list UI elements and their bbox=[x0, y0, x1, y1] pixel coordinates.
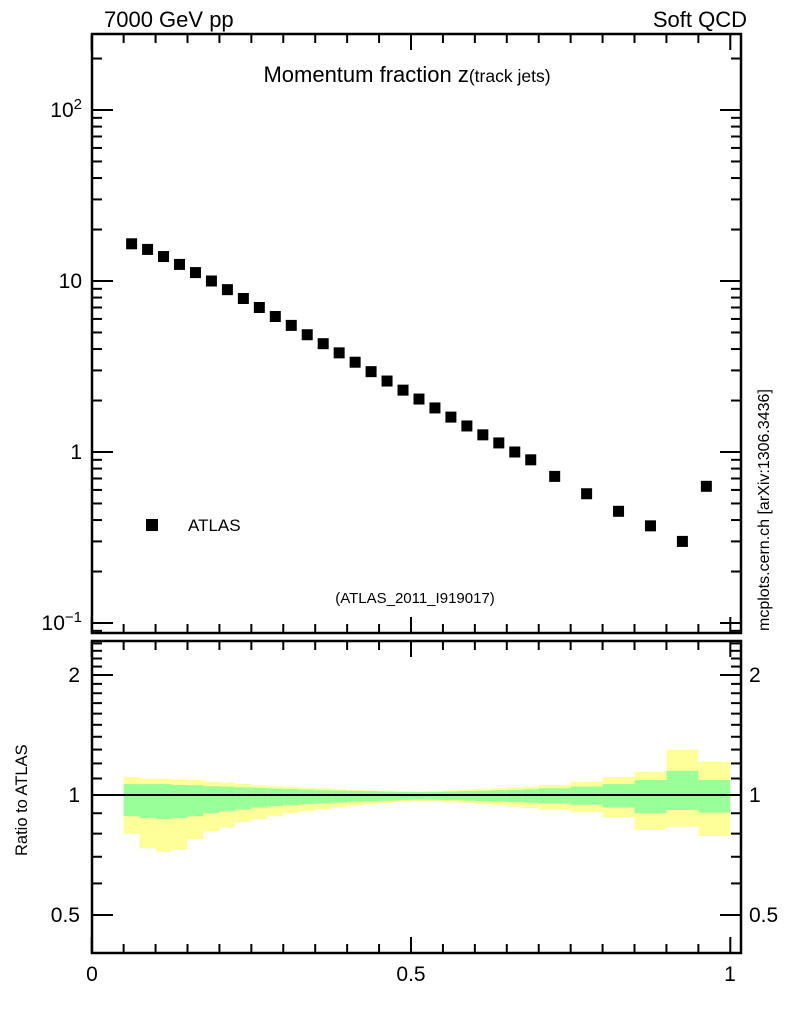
data-points-series bbox=[126, 238, 712, 547]
ratio-tick-left-05: 0.5 bbox=[51, 904, 80, 927]
watermark-label: mcplots.cern.ch [arXiv:1306.3436] bbox=[756, 389, 773, 631]
main-y-tick-label: 1 bbox=[70, 441, 82, 464]
ratio-band-inner-bin bbox=[299, 789, 316, 805]
data-point bbox=[509, 446, 521, 458]
data-point bbox=[700, 480, 712, 492]
ratio-band-inner-bin bbox=[235, 787, 252, 810]
ratio-band-inner-bin bbox=[347, 790, 364, 802]
ratio-band-inner-bin bbox=[698, 780, 731, 813]
ratio-panel-frame bbox=[90, 639, 743, 955]
data-point bbox=[142, 243, 154, 255]
data-point bbox=[644, 520, 656, 532]
data-point bbox=[549, 470, 561, 482]
plot-title: Momentum fraction z(track jets) bbox=[263, 62, 550, 87]
ratio-band-inner-bin bbox=[219, 786, 236, 812]
ratio-tick-left-2: 2 bbox=[68, 664, 80, 687]
ratio-tick-left-1: 1 bbox=[68, 784, 80, 807]
data-point bbox=[237, 293, 249, 305]
main-y-tick-label: 102 bbox=[50, 96, 82, 122]
data-point bbox=[413, 393, 425, 405]
data-point bbox=[581, 488, 593, 500]
ratio-uncertainty-bands bbox=[123, 749, 731, 852]
ratio-band-inner-bin bbox=[123, 784, 140, 817]
data-point bbox=[285, 319, 297, 331]
main-panel-frame bbox=[90, 32, 743, 635]
data-point bbox=[205, 275, 217, 287]
data-point bbox=[397, 384, 409, 396]
data-point bbox=[365, 366, 377, 378]
axis-ticks bbox=[90, 34, 741, 953]
data-point bbox=[158, 251, 170, 263]
plot-title-qualifier: (track jets) bbox=[469, 66, 551, 86]
ratio-band-inner-bin bbox=[171, 784, 188, 819]
data-point bbox=[445, 411, 457, 423]
ratio-tick-right-1: 1 bbox=[749, 784, 761, 807]
data-point bbox=[525, 454, 537, 466]
data-point bbox=[126, 238, 138, 250]
main-y-tick-label: 10 bbox=[59, 270, 82, 293]
data-point bbox=[461, 420, 473, 432]
x-tick-label-05: 0.5 bbox=[396, 963, 425, 986]
legend-marker-square-icon bbox=[146, 519, 158, 531]
ratio-band-inner-bin bbox=[155, 784, 172, 820]
analysis-id-label: (ATLAS_2011_I919017) bbox=[335, 590, 495, 607]
data-point bbox=[317, 338, 329, 350]
plot-title-main: Momentum fraction z bbox=[263, 62, 468, 87]
ratio-band-inner-bin bbox=[139, 784, 156, 819]
header-process-group: Soft QCD bbox=[653, 7, 747, 32]
ratio-band-inner-bin bbox=[379, 791, 396, 801]
data-point bbox=[493, 437, 505, 449]
ratio-band-inner-bin bbox=[251, 787, 268, 808]
header-beam-energy: 7000 GeV pp bbox=[104, 7, 234, 32]
ratio-band-inner-bin bbox=[634, 780, 667, 814]
main-y-tick-label: 10−1 bbox=[42, 609, 82, 635]
x-tick-label-0: 0 bbox=[86, 963, 98, 986]
main-y-axis-labels: 102 10 1 10−1 bbox=[42, 96, 82, 635]
data-point bbox=[676, 535, 688, 547]
data-point bbox=[301, 329, 313, 341]
data-point bbox=[189, 267, 201, 279]
ratio-band-inner-bin bbox=[331, 790, 348, 803]
ratio-band-inner-bin bbox=[363, 791, 380, 802]
ratio-tick-right-2: 2 bbox=[749, 664, 761, 687]
ratio-band-inner-bin bbox=[315, 790, 332, 804]
data-point bbox=[253, 301, 265, 313]
ratio-band-inner-bin bbox=[267, 788, 284, 807]
ratio-band-inner-bin bbox=[666, 770, 699, 811]
ratio-band-inner-bin bbox=[283, 789, 300, 806]
data-point bbox=[477, 429, 489, 441]
ratio-band-inner-bin bbox=[187, 785, 204, 817]
data-point bbox=[174, 258, 186, 270]
ratio-tick-right-05: 0.5 bbox=[749, 904, 778, 927]
data-point bbox=[613, 505, 625, 517]
data-point bbox=[333, 347, 345, 359]
data-point bbox=[221, 284, 233, 296]
legend-label: ATLAS bbox=[188, 516, 241, 535]
data-point bbox=[269, 311, 281, 323]
data-point bbox=[349, 356, 361, 368]
ratio-y-axis-title: Ratio to ATLAS bbox=[13, 744, 31, 856]
ratio-band-inner-bin bbox=[203, 786, 220, 814]
data-point bbox=[381, 375, 393, 387]
x-tick-label-1: 1 bbox=[724, 963, 736, 986]
data-point bbox=[429, 402, 441, 414]
